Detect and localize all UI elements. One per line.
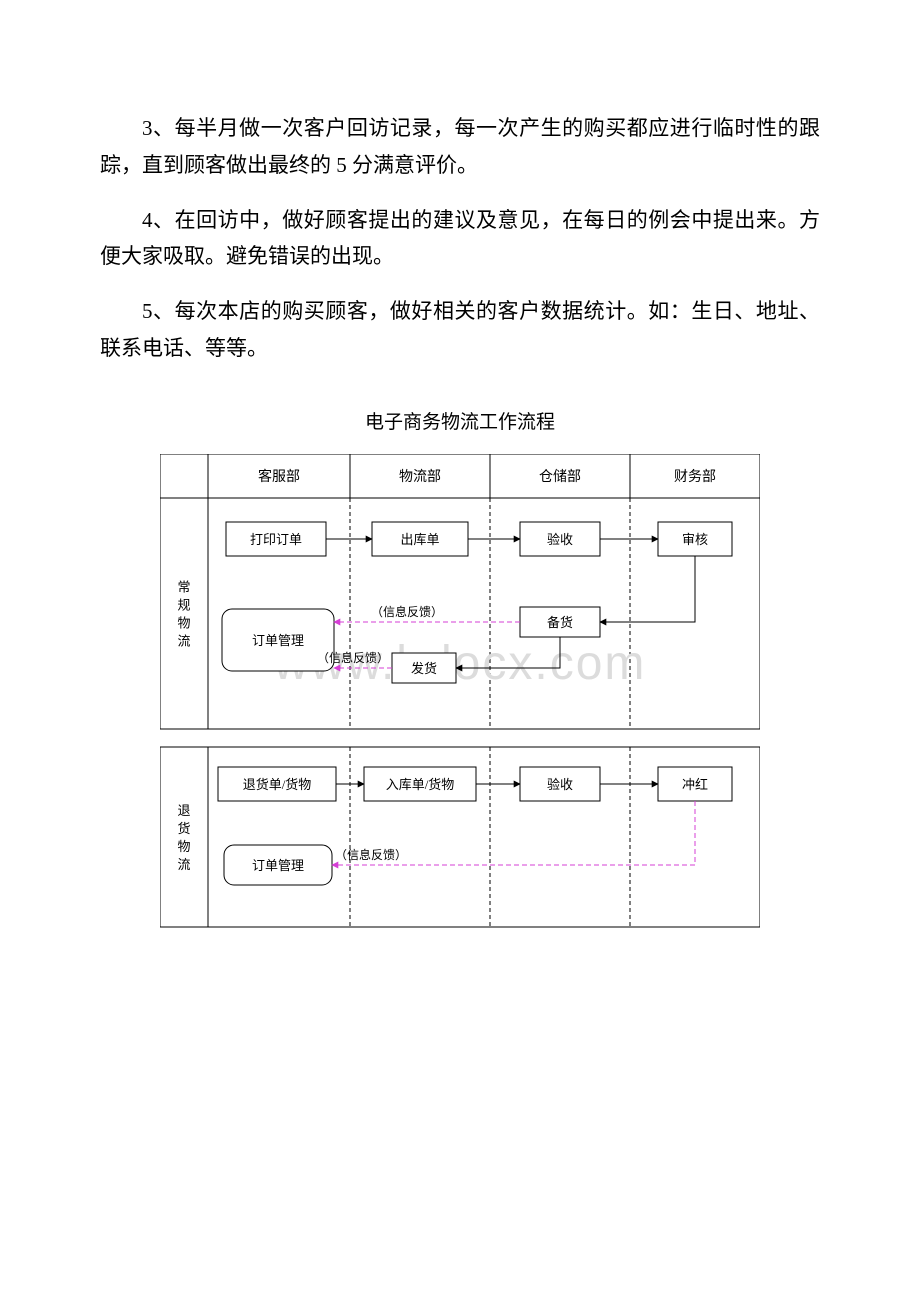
svg-text:冲红: 冲红 (682, 777, 708, 792)
svg-text:审核: 审核 (682, 532, 708, 547)
svg-text:物流部: 物流部 (399, 469, 441, 485)
svg-text:财务部: 财务部 (674, 469, 716, 485)
paragraph-4: 4、在回访中，做好顾客提出的建议及意见，在每日的例会中提出来。方便大家吸取。避免… (100, 202, 820, 276)
svg-text:仓储部: 仓储部 (539, 469, 581, 485)
svg-text:规: 规 (177, 597, 190, 612)
svg-text:打印订单: 打印订单 (250, 532, 302, 547)
svg-text:入库单/货物: 入库单/货物 (386, 777, 455, 792)
svg-text:退: 退 (177, 803, 190, 818)
svg-text:货: 货 (177, 821, 190, 836)
svg-text:流: 流 (177, 857, 190, 872)
svg-text:（信息反馈）: （信息反馈） (335, 847, 407, 862)
flowchart: 客服部物流部仓储部财务部常规物流www.bdocx.com打印订单出库单验收审核… (160, 454, 760, 949)
svg-text:备货: 备货 (547, 615, 573, 630)
svg-text:客服部: 客服部 (258, 468, 300, 485)
svg-text:物: 物 (177, 615, 190, 630)
svg-text:流: 流 (177, 633, 190, 648)
svg-text:常: 常 (177, 579, 190, 594)
svg-text:验收: 验收 (547, 777, 573, 792)
paragraph-5: 5、每次本店的购买顾客，做好相关的客户数据统计。如：生日、地址、联系电话、等等。 (100, 293, 820, 367)
svg-text:退货单/货物: 退货单/货物 (243, 777, 312, 792)
diagram-title: 电子商务物流工作流程 (100, 407, 820, 434)
svg-text:（信息反馈）: （信息反馈） (317, 650, 389, 665)
svg-text:（信息反馈）: （信息反馈） (371, 604, 443, 619)
svg-text:订单管理: 订单管理 (252, 858, 304, 873)
svg-text:订单管理: 订单管理 (252, 633, 304, 648)
svg-text:发货: 发货 (411, 661, 437, 676)
svg-text:验收: 验收 (547, 532, 573, 547)
svg-text:出库单: 出库单 (400, 532, 439, 547)
svg-text:物: 物 (177, 839, 190, 854)
paragraph-3: 3、每半月做一次客户回访记录，每一次产生的购买都应进行临时性的跟踪，直到顾客做出… (100, 110, 820, 184)
